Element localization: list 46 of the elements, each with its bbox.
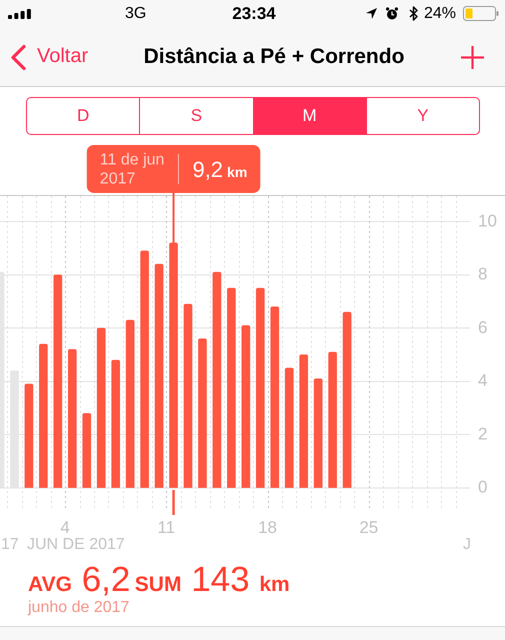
y-tick-label: 8 [478, 264, 488, 284]
text: JUN DE 2017 [27, 536, 125, 554]
bar [242, 325, 250, 488]
y-tick-label: 2 [478, 424, 488, 444]
segmented-control: D S M Y [26, 97, 480, 135]
bar [212, 272, 222, 488]
bar [39, 344, 48, 488]
x-tick-label: 11 [157, 518, 176, 537]
text: 3G [125, 5, 146, 23]
text: junho de 2017 [28, 599, 130, 617]
bar [342, 312, 352, 488]
text: 23:34 [232, 4, 276, 24]
text: 24% [424, 5, 456, 23]
bar [68, 349, 77, 488]
x-tick-label: 25 [359, 518, 378, 537]
text: 17 [1, 536, 19, 554]
bar [284, 368, 294, 488]
bar [96, 328, 106, 488]
y-tick-label: 6 [478, 318, 488, 337]
bar [111, 360, 120, 488]
bar [154, 264, 164, 488]
bar [126, 320, 134, 488]
y-tick-label: 0 [478, 478, 488, 497]
bar [270, 306, 280, 488]
x-tick-label: 18 [258, 518, 277, 537]
chart-title: Distância a Pé + Correndo [144, 45, 404, 69]
bar [256, 288, 265, 488]
bar [140, 250, 149, 488]
bar [184, 304, 192, 488]
bar [198, 338, 207, 488]
text: AVG 6,2 [28, 560, 130, 599]
text: Voltar [37, 45, 88, 68]
y-tick-label: 10 [478, 211, 497, 230]
bar [24, 384, 34, 488]
text: SUM 143 km [134, 560, 290, 599]
bar [82, 413, 92, 488]
bar [314, 378, 322, 488]
bar [299, 354, 308, 488]
bar [227, 288, 236, 488]
data-label: 9,2 km [192, 156, 248, 182]
bar [54, 274, 62, 488]
annotation: 11 de jun 2017 [100, 151, 164, 188]
y-tick-label: 4 [478, 371, 488, 390]
text: J [463, 536, 471, 554]
x-tick-label: 4 [60, 518, 70, 537]
bar [328, 352, 337, 488]
